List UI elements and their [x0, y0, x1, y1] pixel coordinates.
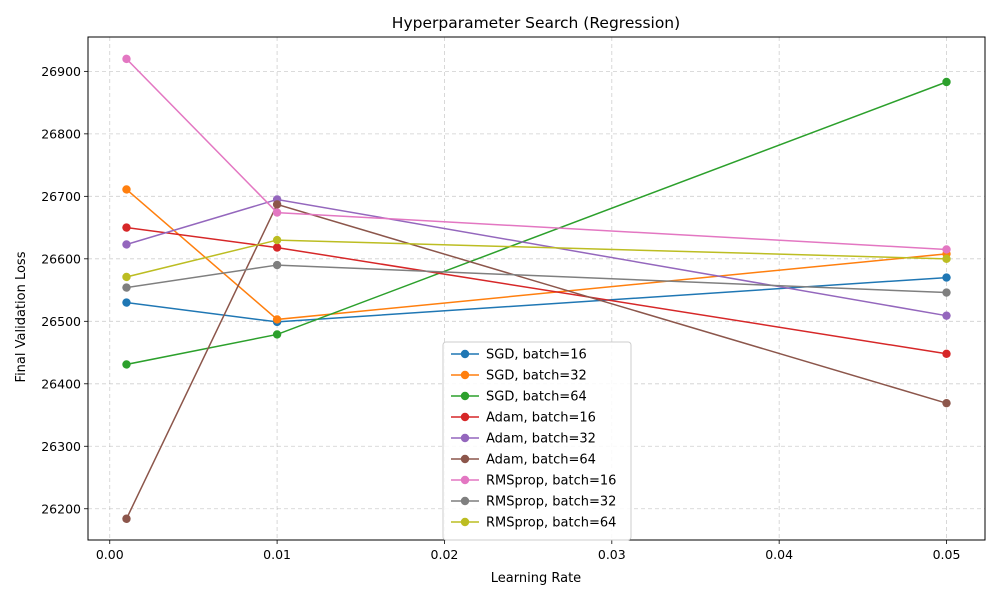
series-4 [122, 195, 951, 320]
y-tick-label: 26500 [41, 314, 81, 329]
y-axis-label: Final Validation Loss [14, 251, 29, 382]
legend-item: SGD, batch=32 [451, 369, 587, 384]
data-point [122, 185, 131, 194]
legend-label: Adam, batch=16 [486, 411, 596, 426]
y-tick-label: 26600 [41, 251, 81, 266]
legend-marker [460, 412, 470, 422]
series-line [126, 81, 947, 366]
data-point [942, 273, 951, 282]
legend-label: SGD, batch=32 [486, 369, 587, 384]
data-point [122, 283, 131, 292]
data-point [122, 514, 131, 523]
series-line [125, 58, 947, 251]
data-point [122, 272, 131, 282]
data-point [272, 243, 282, 252]
data-point [272, 315, 282, 324]
series-line [126, 198, 947, 317]
series-2 [122, 77, 951, 369]
data-point [272, 330, 282, 339]
data-point [122, 223, 131, 232]
legend-label: Adam, batch=64 [486, 453, 596, 468]
legend-item: Adam, batch=64 [451, 453, 596, 468]
legend-marker [460, 496, 470, 506]
data-point [942, 349, 951, 358]
x-tick-label: 0.04 [765, 547, 793, 562]
series-1 [122, 185, 951, 324]
legend-marker [460, 391, 470, 401]
x-tick-label: 0.01 [263, 547, 291, 562]
series-5 [122, 200, 951, 523]
legend-label: SGD, batch=64 [486, 390, 587, 405]
legend-marker [460, 370, 470, 380]
tick-layer: 0.00 0.01 0.02 0.03 0.04 0.05 26200 26300 26400 2… [41, 64, 960, 562]
series-layer [122, 54, 951, 523]
data-point [942, 398, 951, 408]
legend-label: SGD, batch=16 [486, 348, 587, 363]
series-8 [122, 235, 951, 282]
data-point [272, 235, 282, 245]
legend-marker [460, 454, 470, 464]
series-line [126, 276, 947, 323]
x-axis-label: Learning Rate [491, 571, 581, 586]
data-point [122, 298, 131, 307]
y-tick-label: 26400 [41, 376, 81, 391]
legend: SGD, batch=16 SGD, batch=32 SGD, batch=64 A… [442, 341, 632, 541]
data-point [272, 208, 282, 217]
legend-label: Adam, batch=32 [486, 432, 596, 447]
x-tick-label: 0.00 [96, 547, 124, 562]
legend-item: Adam, batch=32 [451, 432, 596, 447]
data-point [272, 200, 282, 209]
chart-title: Hyperparameter Search (Regression) [392, 14, 680, 32]
series-3 [122, 223, 951, 358]
legend-item: RMSprop, batch=32 [451, 495, 616, 510]
legend-marker [460, 475, 470, 485]
legend-item: SGD, batch=64 [451, 390, 587, 405]
y-tick-label: 26900 [41, 64, 81, 79]
legend-marker [460, 517, 470, 527]
legend-item: Adam, batch=16 [451, 411, 596, 426]
x-tick-label: 0.03 [598, 547, 626, 562]
legend-label: RMSprop, batch=64 [486, 516, 616, 531]
legend-box [442, 341, 632, 541]
y-tick-label: 26800 [41, 126, 81, 141]
data-point [942, 288, 951, 297]
data-point [942, 311, 951, 320]
legend-item: SGD, batch=16 [451, 348, 587, 363]
data-point [942, 77, 951, 87]
legend-label: RMSprop, batch=16 [486, 474, 616, 489]
y-tick-label: 26700 [41, 189, 81, 204]
legend-label: RMSprop, batch=32 [486, 495, 616, 510]
y-tick-label: 26300 [41, 439, 81, 454]
data-point [122, 54, 131, 64]
x-tick-label: 0.05 [933, 547, 961, 562]
data-point [942, 245, 951, 254]
legend-item: RMSprop, batch=64 [451, 516, 616, 531]
data-point [942, 254, 951, 264]
legend-marker [460, 349, 470, 359]
x-tick-label: 0.02 [431, 547, 459, 562]
series-line [126, 188, 947, 321]
series-6 [122, 54, 951, 254]
y-tick-label: 26200 [41, 501, 81, 516]
data-point [122, 360, 131, 369]
series-7 [122, 260, 951, 297]
legend-item: RMSprop, batch=16 [451, 474, 616, 489]
data-point [122, 240, 131, 249]
data-point [272, 260, 282, 270]
legend-marker [460, 433, 470, 443]
